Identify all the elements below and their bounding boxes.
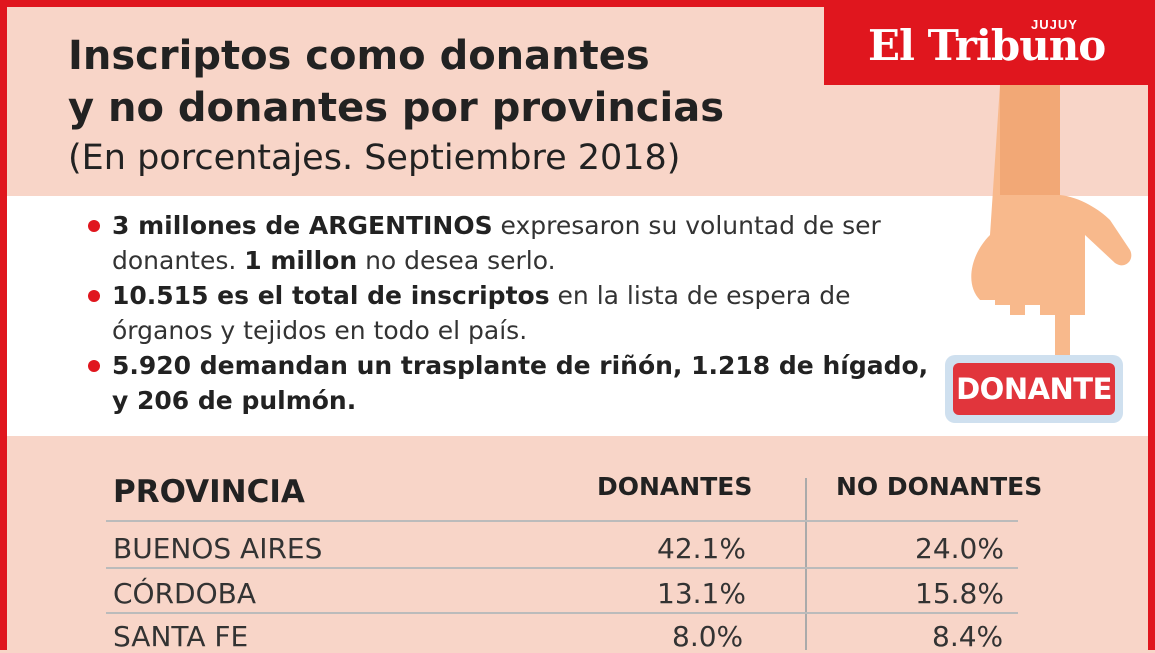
cell-province: CÓRDOBA	[113, 577, 257, 610]
title-block: Inscriptos como donantes y no donantes p…	[68, 30, 828, 182]
cell-non-donors: 8.4%	[932, 620, 1004, 653]
cell-donors: 13.1%	[657, 577, 746, 610]
el-tribuno-logo: El Tribuno JUJUY	[824, 7, 1148, 85]
cell-donors: 42.1%	[657, 532, 746, 565]
column-divider	[805, 478, 807, 650]
cell-non-donors: 15.8%	[915, 577, 1004, 610]
row-divider	[106, 612, 1018, 614]
cell-province: BUENOS AIRES	[113, 532, 323, 565]
fact-text: en la lista de espera de órganos y tejid…	[112, 281, 851, 345]
fact-item: 3 millones de ARGENTINOS expresaron su v…	[88, 208, 948, 278]
title-line-2: y no donantes por provincias	[68, 85, 725, 131]
fact-text: no desea serlo.	[357, 246, 556, 275]
donante-button[interactable]: DONANTE	[945, 355, 1123, 423]
fact-bold: 1 millon	[244, 246, 358, 275]
subtitle: (En porcentajes. Septiembre 2018)	[68, 138, 681, 178]
bullet-icon	[88, 290, 100, 302]
cell-province: SANTA FE	[113, 620, 249, 653]
header-donors: DONANTES	[597, 472, 753, 501]
header-non-donors: NO DONANTES	[836, 472, 1043, 501]
facts-list: 3 millones de ARGENTINOS expresaron su v…	[88, 208, 948, 418]
logo-edition: JUJUY	[1031, 17, 1078, 32]
cell-non-donors: 24.0%	[915, 532, 1004, 565]
fact-bold: 3 millones de ARGENTINOS	[112, 211, 493, 240]
fact-bold: 10.515 es el total de inscriptos	[112, 281, 550, 310]
bullet-icon	[88, 360, 100, 372]
cell-donors: 8.0%	[672, 620, 744, 653]
title-line-1: Inscriptos como donantes	[68, 33, 650, 79]
header-province: PROVINCIA	[113, 474, 305, 510]
pointing-hand-icon	[971, 85, 1132, 384]
bullet-icon	[88, 220, 100, 232]
fact-text: expresaron su voluntad de ser donantes.	[112, 211, 881, 275]
logo-name: El Tribuno	[868, 21, 1106, 70]
row-divider	[106, 520, 1018, 522]
row-divider	[106, 567, 1018, 569]
fact-bold: 5.920 demandan un trasplante de riñón, 1…	[112, 351, 929, 415]
donante-button-label: DONANTE	[953, 363, 1115, 415]
fact-item: 5.920 demandan un trasplante de riñón, 1…	[88, 348, 948, 418]
fact-item: 10.515 es el total de inscriptos en la l…	[88, 278, 948, 348]
